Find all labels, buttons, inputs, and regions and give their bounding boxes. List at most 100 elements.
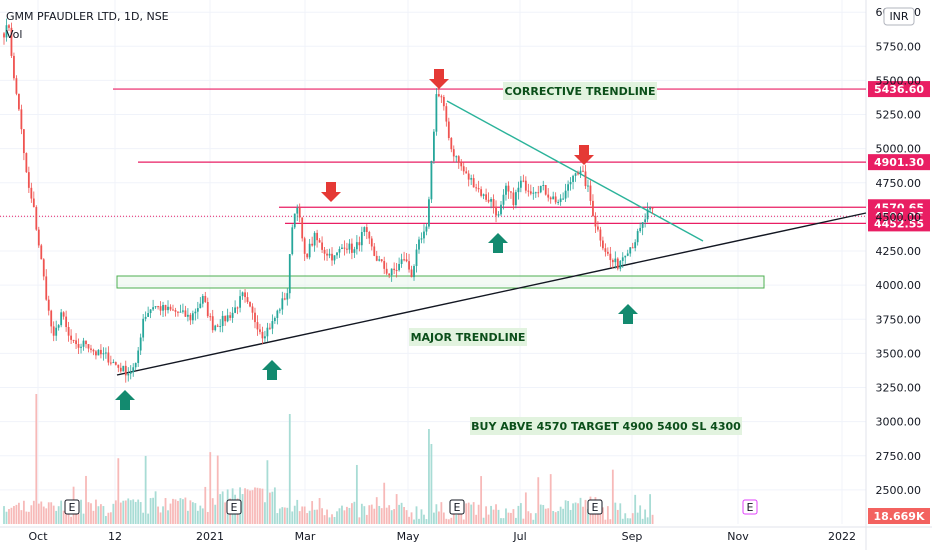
volume-bar [286, 507, 289, 524]
volume-bar [281, 507, 284, 524]
volume-bar [90, 503, 92, 524]
y-tick-label: 5250.00 [876, 109, 922, 122]
volume-bar [251, 490, 254, 524]
y-tick-label: 2500.00 [876, 484, 922, 497]
candle-body [437, 94, 440, 97]
earnings-marker-letter: E [592, 501, 599, 514]
volume-bar [375, 497, 378, 524]
volume-bar [567, 500, 569, 524]
candle-body [15, 78, 18, 94]
volume-bar [336, 511, 338, 524]
earnings-marker[interactable]: E [742, 499, 758, 515]
x-tick-label: Oct [28, 530, 48, 543]
candle-body [472, 178, 475, 188]
candle-body [338, 248, 341, 253]
price-level-value: 4901.30 [874, 156, 924, 169]
volume-bar [70, 516, 72, 524]
candle-body [365, 227, 368, 232]
volume-bar [353, 501, 356, 524]
candle-body [470, 178, 473, 180]
candle-body [355, 242, 358, 250]
candle-body [599, 229, 602, 241]
candle-body [229, 315, 232, 318]
volume-bar [606, 506, 609, 524]
volume-bar [214, 504, 217, 524]
volume-bar [219, 494, 222, 524]
candle-body [544, 185, 547, 195]
earnings-marker[interactable]: E [64, 499, 80, 515]
volume-bar [447, 519, 450, 524]
candle-body [179, 311, 182, 313]
annotation-text: MAJOR TRENDLINE [411, 331, 526, 344]
volume-bar [341, 505, 343, 524]
candle-body [298, 208, 301, 218]
volume-bar [611, 469, 614, 524]
candle-body [639, 227, 642, 232]
volume-bar [574, 502, 577, 524]
volume-bar [537, 477, 540, 524]
symbol-title[interactable]: GMM PFAUDLER LTD, 1D, NSE [6, 10, 169, 23]
candle-body [216, 325, 219, 327]
price-level-tag [868, 215, 930, 232]
candle-body [380, 259, 383, 262]
candle-body [271, 321, 274, 329]
volume-bar [355, 464, 358, 524]
volume-bar [636, 512, 639, 524]
volume-bar [604, 519, 607, 524]
candle-body [25, 153, 28, 173]
candle-body [234, 307, 237, 313]
volume-bar [249, 490, 251, 524]
candle-body [549, 197, 552, 200]
volume-bar [127, 498, 130, 524]
currency-badge[interactable]: INR [883, 7, 915, 26]
volume-bar [199, 505, 202, 524]
candle-body [75, 340, 77, 345]
y-axis[interactable]: 6000.005750.005500.005250.005000.004750.… [868, 6, 930, 524]
candle-body [268, 327, 271, 329]
volume-bar [134, 501, 137, 524]
volume-bar [154, 491, 157, 524]
volume-bar [428, 429, 430, 524]
candle-body [201, 295, 204, 304]
volume-bar [114, 500, 117, 524]
earnings-marker[interactable]: E [587, 499, 603, 515]
candle-body [169, 306, 172, 310]
candle-body [346, 248, 348, 250]
earnings-marker[interactable]: E [226, 499, 242, 515]
candle-body [559, 198, 562, 202]
candle-body [457, 156, 460, 163]
volume-bar [390, 510, 393, 524]
volume-bar [629, 518, 632, 524]
candle-body [480, 189, 483, 196]
volume-bar [139, 502, 142, 524]
candle-body [239, 296, 241, 308]
candle-body [634, 242, 637, 249]
volume-bar [174, 499, 177, 524]
volume-bar [490, 505, 492, 524]
candle-body [214, 325, 217, 331]
candle-body [475, 187, 478, 189]
candle-body [616, 258, 619, 269]
x-axis[interactable]: Oct 12 2021 Mar May Jul Sep Nov 2022 [28, 530, 856, 543]
earnings-marker[interactable]: E [449, 499, 465, 515]
volume-bar [420, 509, 423, 524]
volume-bar [485, 506, 487, 524]
volume-bar [343, 510, 346, 524]
y-tick-label: 3250.00 [876, 382, 922, 395]
candle-body [490, 199, 492, 202]
volume-bar [177, 500, 179, 524]
candle-body [358, 242, 361, 246]
candle-body [209, 316, 212, 318]
candle-body [403, 259, 405, 261]
candle-body [152, 307, 154, 310]
earnings-marker-letter: E [231, 501, 238, 514]
candle-body [589, 185, 592, 201]
candle-body [224, 315, 227, 322]
candle-body [162, 305, 164, 311]
y-tick-label: 4500.00 [876, 211, 922, 224]
candle-body [8, 25, 10, 28]
candle-body [385, 268, 388, 274]
